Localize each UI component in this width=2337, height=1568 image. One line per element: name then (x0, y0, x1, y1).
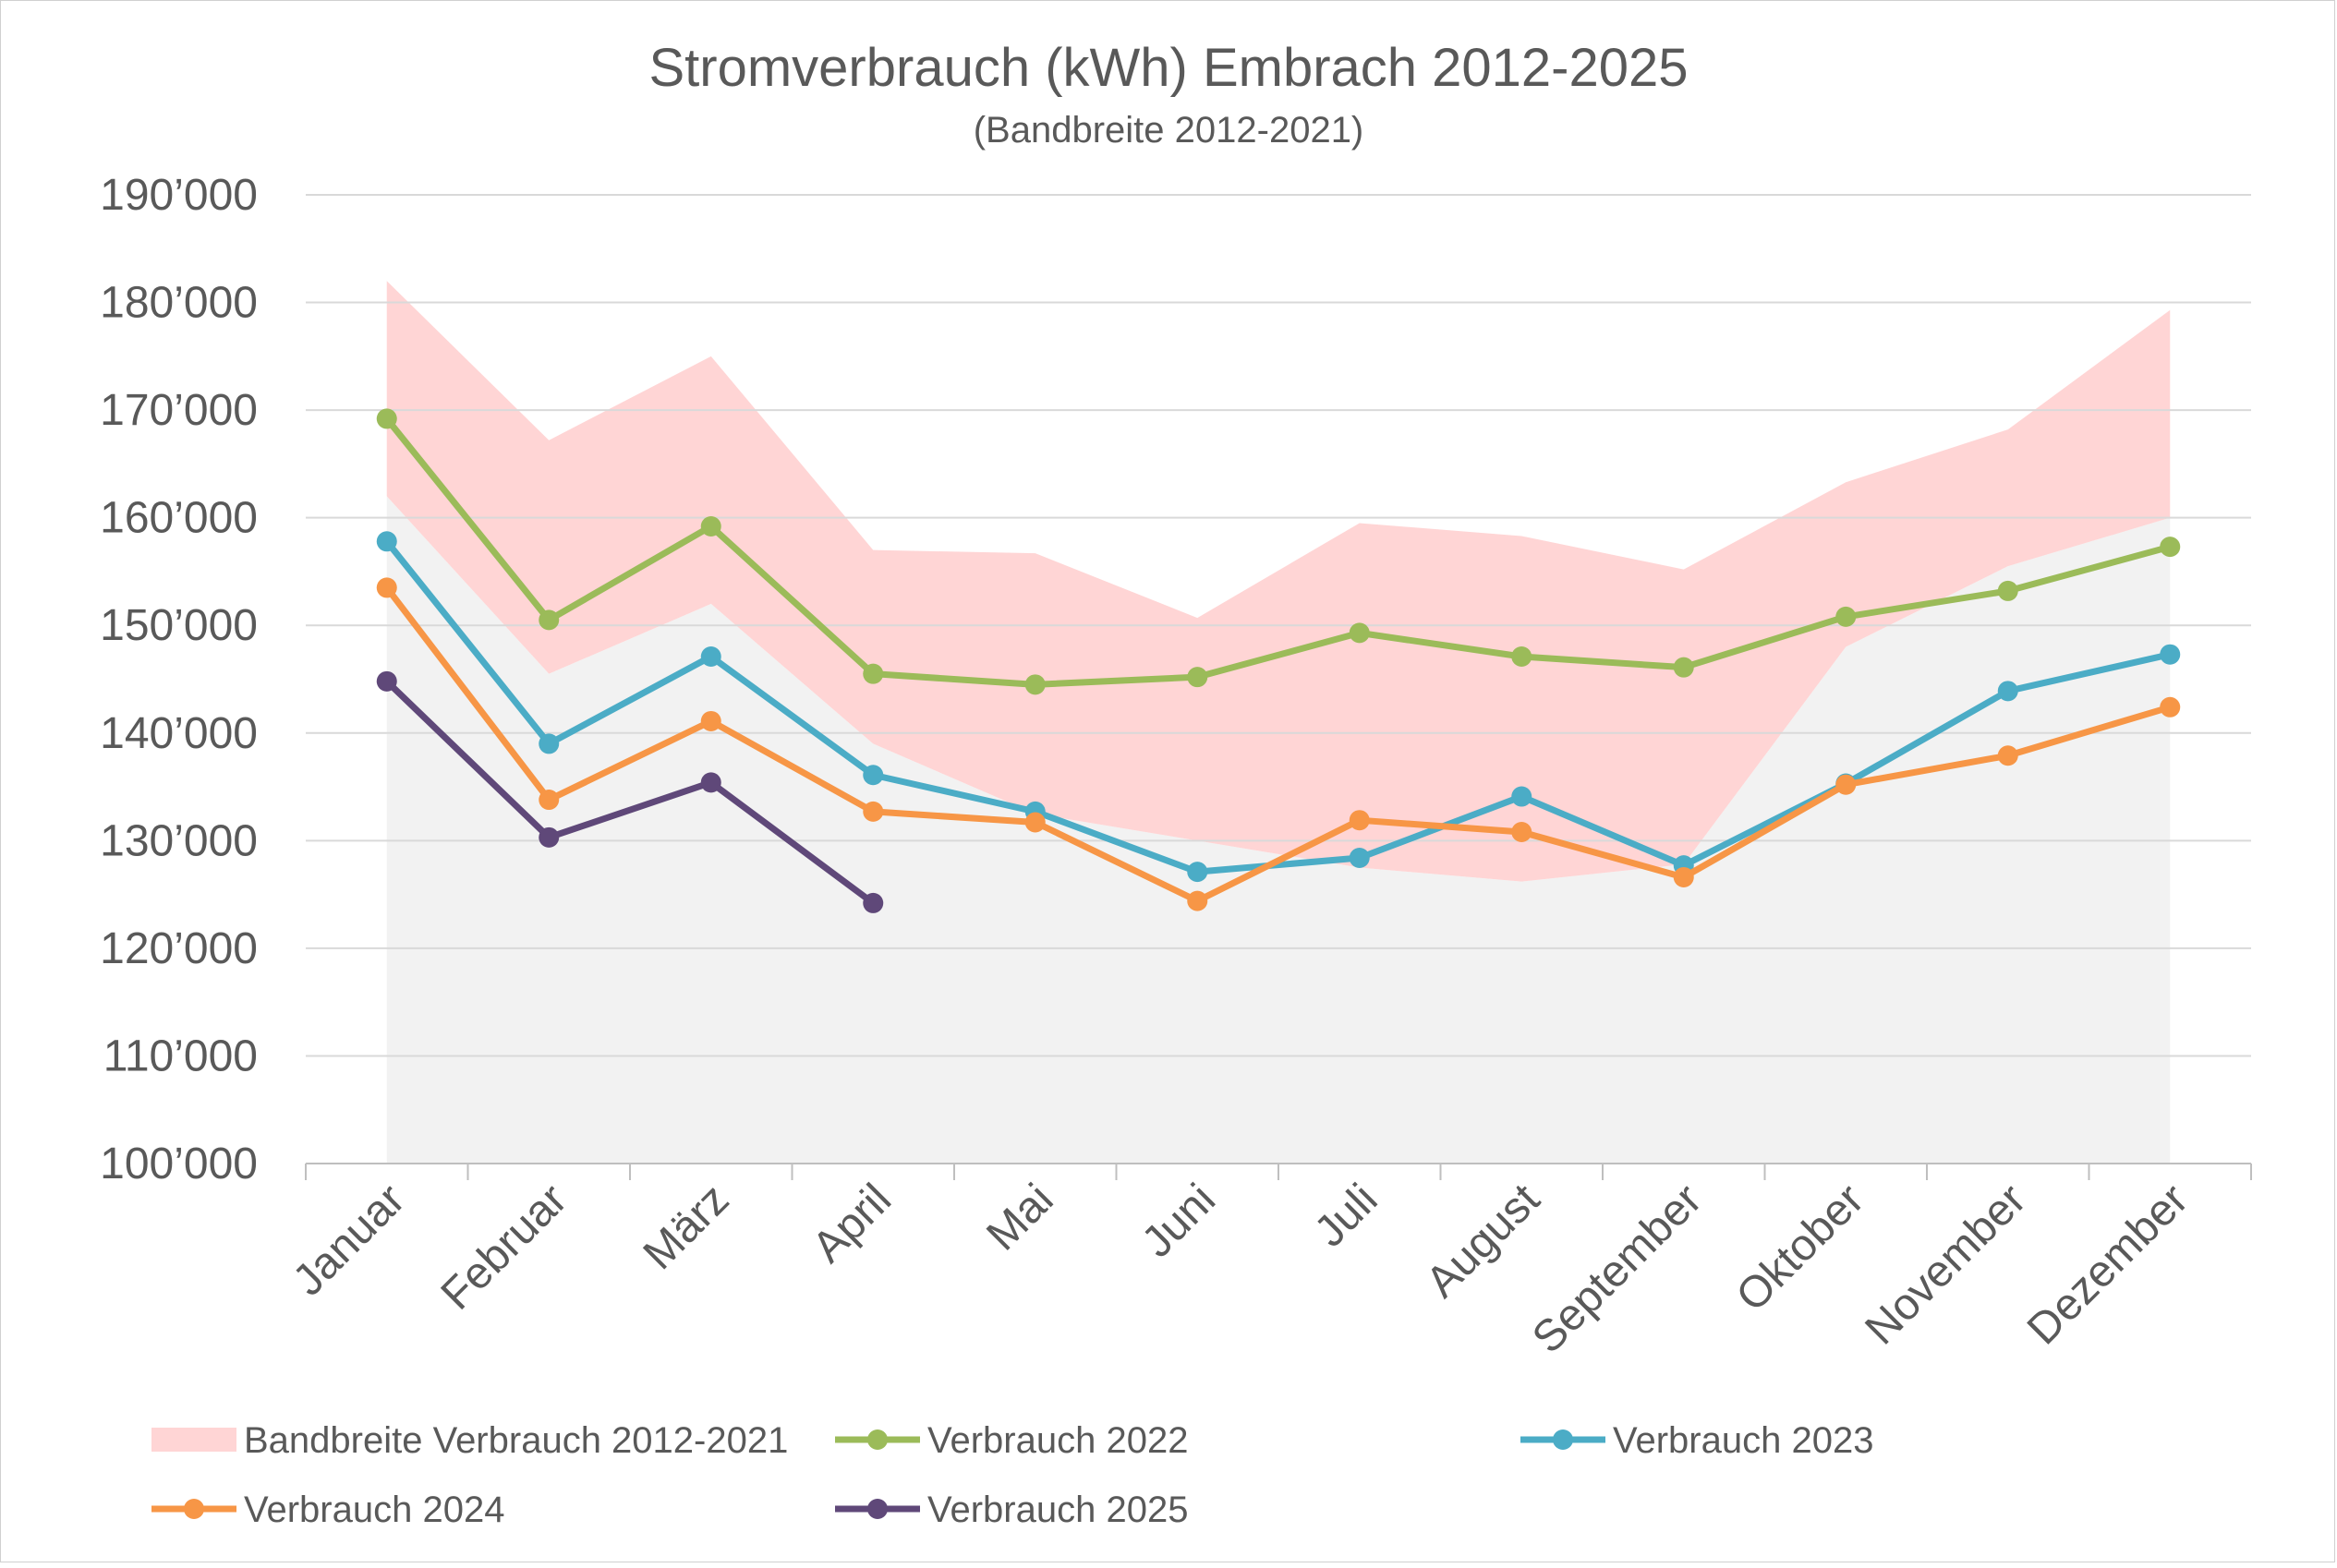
y-tick-label: 150’000 (100, 601, 258, 650)
data-point-verbrauch-2022 (1349, 622, 1370, 644)
data-point-verbrauch-2022 (1997, 580, 2018, 601)
legend-label: Verbrauch 2023 (1613, 1420, 1873, 1461)
x-tick-label: Mai (977, 1175, 1062, 1260)
x-tick-label: August (1417, 1175, 1549, 1307)
band-area (386, 281, 2171, 882)
x-tick-label: Januar (284, 1175, 414, 1305)
data-point-verbrauch-2022 (1511, 646, 1532, 668)
data-point-verbrauch-2024 (863, 801, 884, 822)
series-line-verbrauch-2023 (383, 537, 2174, 875)
data-point-verbrauch-2024 (539, 790, 560, 811)
legend-swatch-band (151, 1428, 236, 1452)
y-tick-label: 160’000 (100, 494, 258, 543)
x-tick-label: September (1523, 1175, 1712, 1363)
data-point-verbrauch-2022 (1835, 606, 1857, 627)
data-point-verbrauch-2024 (1024, 812, 1046, 833)
data-point-verbrauch-2023 (2160, 644, 2181, 665)
data-point-verbrauch-2024 (376, 577, 397, 598)
data-point-verbrauch-2024 (1511, 822, 1532, 843)
data-point-verbrauch-2024 (1349, 810, 1370, 831)
below-band-area (386, 496, 2171, 1164)
data-point-verbrauch-2025 (700, 772, 721, 793)
x-tick-label: Februar (432, 1175, 576, 1319)
y-tick-label: 130’000 (100, 816, 258, 865)
series-line-verbrauch-2022 (383, 415, 2174, 688)
x-tick-label: Oktober (1727, 1175, 1873, 1321)
legend-label: Verbrauch 2024 (244, 1490, 504, 1530)
x-tick-label: Juli (1305, 1175, 1386, 1256)
y-tick-label: 110’000 (103, 1031, 258, 1080)
data-point-verbrauch-2022 (1187, 667, 1208, 688)
data-point-verbrauch-2022 (539, 609, 560, 631)
y-tick-label: 120’000 (100, 924, 258, 973)
legend: Bandbreite Verbrauch 2012-2021 Verbrauch … (151, 1420, 1873, 1530)
x-tick-label: November (1856, 1175, 2035, 1354)
data-point-verbrauch-2023 (863, 765, 884, 786)
chart-title: Stromverbrauch (kWh) Embrach 2012-2025 (648, 38, 1688, 98)
x-tick-label: Dezember (2018, 1175, 2198, 1354)
x-tick-label: Juni (1132, 1175, 1225, 1267)
data-point-verbrauch-2025 (539, 826, 560, 848)
y-tick-label: 140’000 (100, 709, 258, 758)
legend-swatch-marker (184, 1499, 204, 1519)
plot-area: 100’000 110’000 120’000 130’000 140’000 150’0… (100, 171, 2252, 1363)
data-point-verbrauch-2023 (539, 733, 560, 754)
y-tick-label: 100’000 (100, 1140, 258, 1188)
data-point-verbrauch-2024 (1187, 890, 1208, 911)
legend-label: Verbrauch 2025 (927, 1490, 1188, 1530)
data-point-verbrauch-2022 (2160, 537, 2181, 558)
data-point-verbrauch-2023 (1511, 786, 1532, 807)
series-line-verbrauch-2024 (383, 584, 2174, 905)
x-tick-label: März (635, 1175, 739, 1279)
data-point-verbrauch-2022 (700, 515, 721, 537)
data-point-verbrauch-2025 (376, 670, 397, 692)
data-point-verbrauch-2024 (2160, 696, 2181, 718)
data-point-verbrauch-2023 (1187, 862, 1208, 883)
y-tick-label: 190’000 (100, 171, 258, 220)
data-point-verbrauch-2024 (1673, 866, 1694, 887)
x-tick-label: April (804, 1175, 901, 1272)
y-tick-label: 180’000 (100, 279, 258, 328)
legend-swatch-marker (1553, 1429, 1573, 1450)
data-point-verbrauch-2023 (1997, 681, 2018, 702)
data-point-verbrauch-2022 (1673, 657, 1694, 678)
data-point-verbrauch-2025 (863, 892, 884, 913)
y-tick-label: 170’000 (100, 386, 258, 435)
chart-subtitle: (Bandbreite 2012-2021) (974, 110, 1364, 151)
data-point-verbrauch-2023 (700, 646, 721, 668)
data-point-verbrauch-2022 (863, 663, 884, 684)
series-line-verbrauch-2025 (383, 678, 877, 907)
legend-label: Verbrauch 2022 (927, 1420, 1188, 1461)
data-point-verbrauch-2024 (700, 710, 721, 731)
data-point-verbrauch-2022 (376, 408, 397, 429)
data-point-verbrauch-2023 (376, 531, 397, 552)
legend-label: Bandbreite Verbrauch 2012-2021 (244, 1420, 788, 1461)
data-point-verbrauch-2023 (1349, 847, 1370, 868)
data-point-verbrauch-2022 (1024, 674, 1046, 695)
legend-swatch-marker (867, 1499, 888, 1519)
legend-swatch-marker (867, 1429, 888, 1450)
data-point-verbrauch-2024 (1835, 774, 1857, 795)
data-point-verbrauch-2024 (1997, 745, 2018, 766)
